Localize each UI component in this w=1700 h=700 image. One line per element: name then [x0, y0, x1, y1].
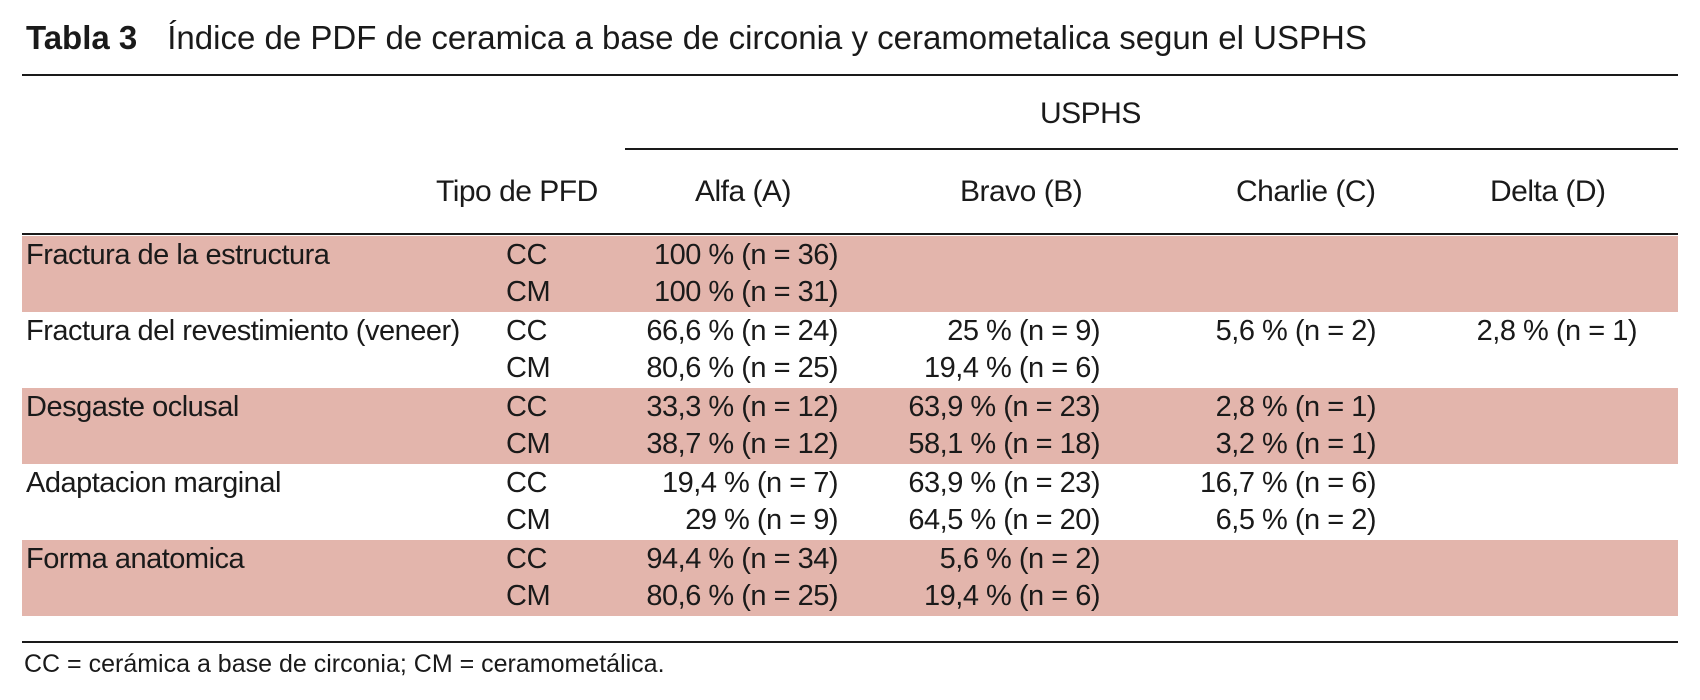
cell-charlie: 6,5 % (n = 2) — [1215, 504, 1377, 536]
cell-alfa: 33,3 % (n = 12) — [646, 391, 838, 423]
cell-alfa: 80,6 % (n = 25) — [646, 580, 838, 612]
row-name: Fractura de la estructura — [26, 239, 330, 271]
table-title: Tabla 3 Índice de PDF de ceramica a base … — [26, 16, 1367, 60]
cell-bravo: 58,1 % (n = 18) — [908, 428, 1100, 460]
row-name: Forma anatomica — [26, 543, 245, 575]
cell-alfa: 29 % (n = 9) — [685, 504, 838, 536]
table-caption: Índice de PDF de ceramica a base de circ… — [167, 19, 1367, 56]
cell-type: CC — [506, 391, 547, 423]
cell-type: CM — [506, 352, 551, 384]
cell-bravo: 64,5 % (n = 20) — [908, 504, 1100, 536]
cell-type: CM — [506, 276, 551, 308]
cell-type: CM — [506, 428, 551, 460]
cell-type: CC — [506, 467, 547, 499]
header-rule — [22, 233, 1678, 235]
cell-alfa: 38,7 % (n = 12) — [646, 428, 838, 460]
row-name: Fractura del revestimiento (veneer) — [26, 315, 460, 347]
usphs-rule — [625, 148, 1678, 150]
cell-alfa: 66,6 % (n = 24) — [646, 315, 838, 347]
top-rule — [22, 74, 1678, 76]
row-name: Desgaste oclusal — [26, 391, 239, 423]
cell-charlie: 2,8 % (n = 1) — [1215, 391, 1377, 423]
cell-alfa: 100 % (n = 31) — [653, 276, 839, 308]
column-header-charlie: Charlie (C) — [1236, 175, 1376, 208]
cell-alfa: 94,4 % (n = 34) — [646, 543, 838, 575]
row-band — [22, 540, 1678, 616]
cell-charlie: 5,6 % (n = 2) — [1215, 315, 1377, 347]
row-band — [22, 236, 1678, 312]
column-header-alfa: Alfa (A) — [695, 175, 792, 208]
cell-type: CC — [506, 543, 547, 575]
bottom-rule — [22, 641, 1678, 643]
cell-bravo: 25 % (n = 9) — [947, 315, 1100, 347]
cell-bravo: 5,6 % (n = 2) — [939, 543, 1101, 575]
cell-type: CM — [506, 504, 551, 536]
cell-bravo: 63,9 % (n = 23) — [908, 391, 1100, 423]
row-name: Adaptacion marginal — [26, 467, 281, 499]
column-header-type: Tipo de PFD — [436, 175, 598, 208]
cell-charlie: 16,7 % (n = 6) — [1200, 467, 1376, 499]
column-header-bravo: Bravo (B) — [960, 175, 1083, 208]
cell-alfa: 80,6 % (n = 25) — [646, 352, 838, 384]
row-band — [22, 388, 1678, 464]
cell-alfa: 100 % (n = 36) — [653, 239, 839, 271]
cell-type: CC — [506, 315, 547, 347]
cell-bravo: 19,4 % (n = 6) — [924, 580, 1100, 612]
cell-alfa: 19,4 % (n = 7) — [662, 467, 838, 499]
cell-charlie: 3,2 % (n = 1) — [1215, 428, 1377, 460]
cell-type: CC — [506, 239, 547, 271]
cell-bravo: 19,4 % (n = 6) — [924, 352, 1100, 384]
table-footnote: CC = cerámica a base de circonia; CM = c… — [24, 650, 665, 678]
cell-bravo: 63,9 % (n = 23) — [908, 467, 1100, 499]
group-header-usphs: USPHS — [1040, 97, 1141, 130]
cell-delta: 2,8 % (n = 1) — [1476, 315, 1638, 347]
cell-type: CM — [506, 580, 551, 612]
table-label: Tabla 3 — [26, 19, 138, 56]
column-header-delta: Delta (D) — [1490, 175, 1606, 208]
